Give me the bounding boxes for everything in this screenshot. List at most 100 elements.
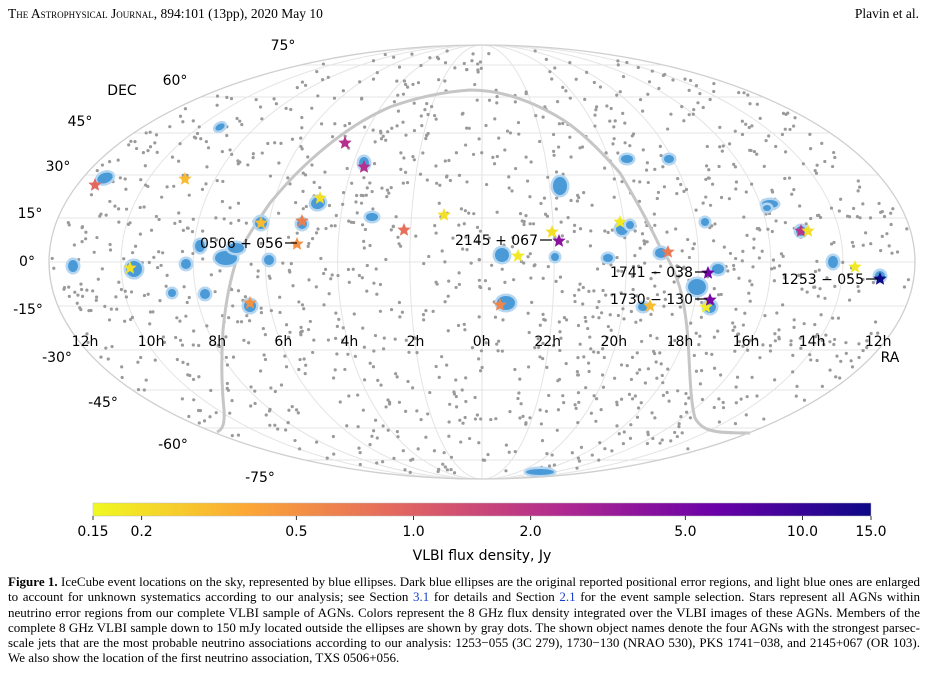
- agn-dot: [205, 165, 209, 169]
- agn-dot: [238, 160, 242, 164]
- agn-dot: [261, 326, 265, 331]
- agn-dot: [295, 86, 299, 90]
- agn-dot: [621, 307, 625, 311]
- agn-dot: [249, 385, 253, 389]
- agn-dot: [732, 162, 736, 166]
- agn-dot: [302, 357, 306, 361]
- agn-dot: [761, 343, 765, 347]
- agn-dot: [465, 248, 469, 252]
- agn-dot: [524, 92, 528, 96]
- agn-dot: [155, 150, 159, 155]
- agn-dot: [130, 315, 135, 319]
- agn-dot: [214, 411, 218, 415]
- agn-dot: [558, 330, 562, 334]
- agn-dot: [204, 140, 208, 144]
- agn-dot: [783, 127, 787, 131]
- agn-dot: [368, 443, 372, 447]
- agn-dot: [303, 372, 307, 376]
- agn-dot: [216, 343, 220, 347]
- agn-dot: [542, 317, 546, 322]
- agn-dot: [249, 262, 253, 266]
- agn-dot: [386, 428, 390, 432]
- agn-dot: [733, 165, 738, 169]
- agn-dot: [237, 218, 241, 223]
- agn-dot: [600, 311, 604, 315]
- agn-dot: [877, 201, 881, 206]
- agn-dot: [895, 250, 900, 254]
- agn-dot: [129, 317, 133, 322]
- agn-dot: [744, 190, 748, 194]
- journal-name: The Astrophysical Journal: [8, 6, 154, 21]
- agn-dot: [259, 241, 263, 245]
- agn-dot: [306, 155, 310, 159]
- agn-dot: [419, 418, 423, 422]
- agn-dot: [443, 159, 447, 163]
- agn-dot: [202, 419, 207, 423]
- agn-dot: [298, 357, 302, 362]
- agn-dot: [144, 131, 148, 135]
- agn-dot: [814, 171, 819, 175]
- agn-dot: [712, 405, 716, 410]
- agn-dot: [425, 102, 429, 106]
- agn-dot: [545, 452, 549, 456]
- agn-dot: [192, 135, 197, 139]
- agn-dot: [205, 324, 209, 328]
- agn-dot: [564, 361, 568, 366]
- agn-dot: [692, 242, 696, 246]
- section-link-2-1[interactable]: 2.1: [559, 589, 576, 605]
- agn-dot: [662, 304, 666, 308]
- agn-dot: [889, 211, 893, 215]
- agn-dot: [633, 254, 637, 258]
- agn-dot: [457, 173, 462, 177]
- source-label: 1741 − 038: [610, 265, 693, 281]
- agn-dot: [584, 319, 588, 323]
- agn-dot: [661, 393, 666, 398]
- agn-dot: [655, 376, 659, 380]
- agn-dot: [190, 230, 195, 234]
- agn-dot: [565, 240, 570, 244]
- agn-dot: [557, 320, 561, 324]
- agn-dot: [473, 417, 478, 421]
- agn-dot: [484, 123, 488, 128]
- agn-dot: [192, 329, 196, 333]
- agn-dot: [540, 439, 545, 443]
- agn-dot: [473, 82, 477, 87]
- agn-dot: [419, 114, 423, 118]
- agn-dot: [89, 193, 94, 197]
- agn-dot: [741, 323, 745, 327]
- agn-dot: [799, 346, 803, 350]
- agn-dot: [887, 244, 891, 248]
- agn-dot: [748, 279, 752, 283]
- agn-dot: [323, 170, 327, 174]
- section-link-3-1[interactable]: 3.1: [413, 589, 430, 605]
- agn-dot: [411, 154, 415, 159]
- agn-dot: [891, 207, 895, 211]
- agn-dot: [653, 223, 657, 227]
- agn-dot: [726, 269, 730, 273]
- agn-dot: [249, 404, 253, 408]
- agn-dot: [646, 367, 651, 371]
- agn-dot: [393, 337, 397, 341]
- agn-dot: [235, 116, 239, 121]
- agn-dot: [601, 347, 605, 351]
- agn-dot: [589, 229, 593, 233]
- agn-dot: [160, 195, 164, 199]
- agn-dot: [510, 189, 514, 193]
- agn-dot: [879, 249, 883, 253]
- agn-dot: [412, 101, 416, 105]
- agn-dot: [66, 221, 70, 225]
- agn-dot: [704, 351, 708, 355]
- agn-dot: [347, 280, 351, 284]
- agn-dot: [300, 303, 305, 307]
- agn-dot: [882, 214, 887, 219]
- agn-dot: [731, 321, 735, 325]
- agn-dot: [170, 155, 175, 159]
- agn-dot: [850, 240, 855, 245]
- agn-dot: [503, 148, 507, 152]
- agn-dot: [757, 226, 761, 231]
- agn-dot: [463, 328, 467, 332]
- agn-dot: [609, 106, 613, 111]
- agn-dot: [324, 226, 328, 231]
- agn-dot: [182, 285, 186, 289]
- agn-dot: [594, 419, 598, 423]
